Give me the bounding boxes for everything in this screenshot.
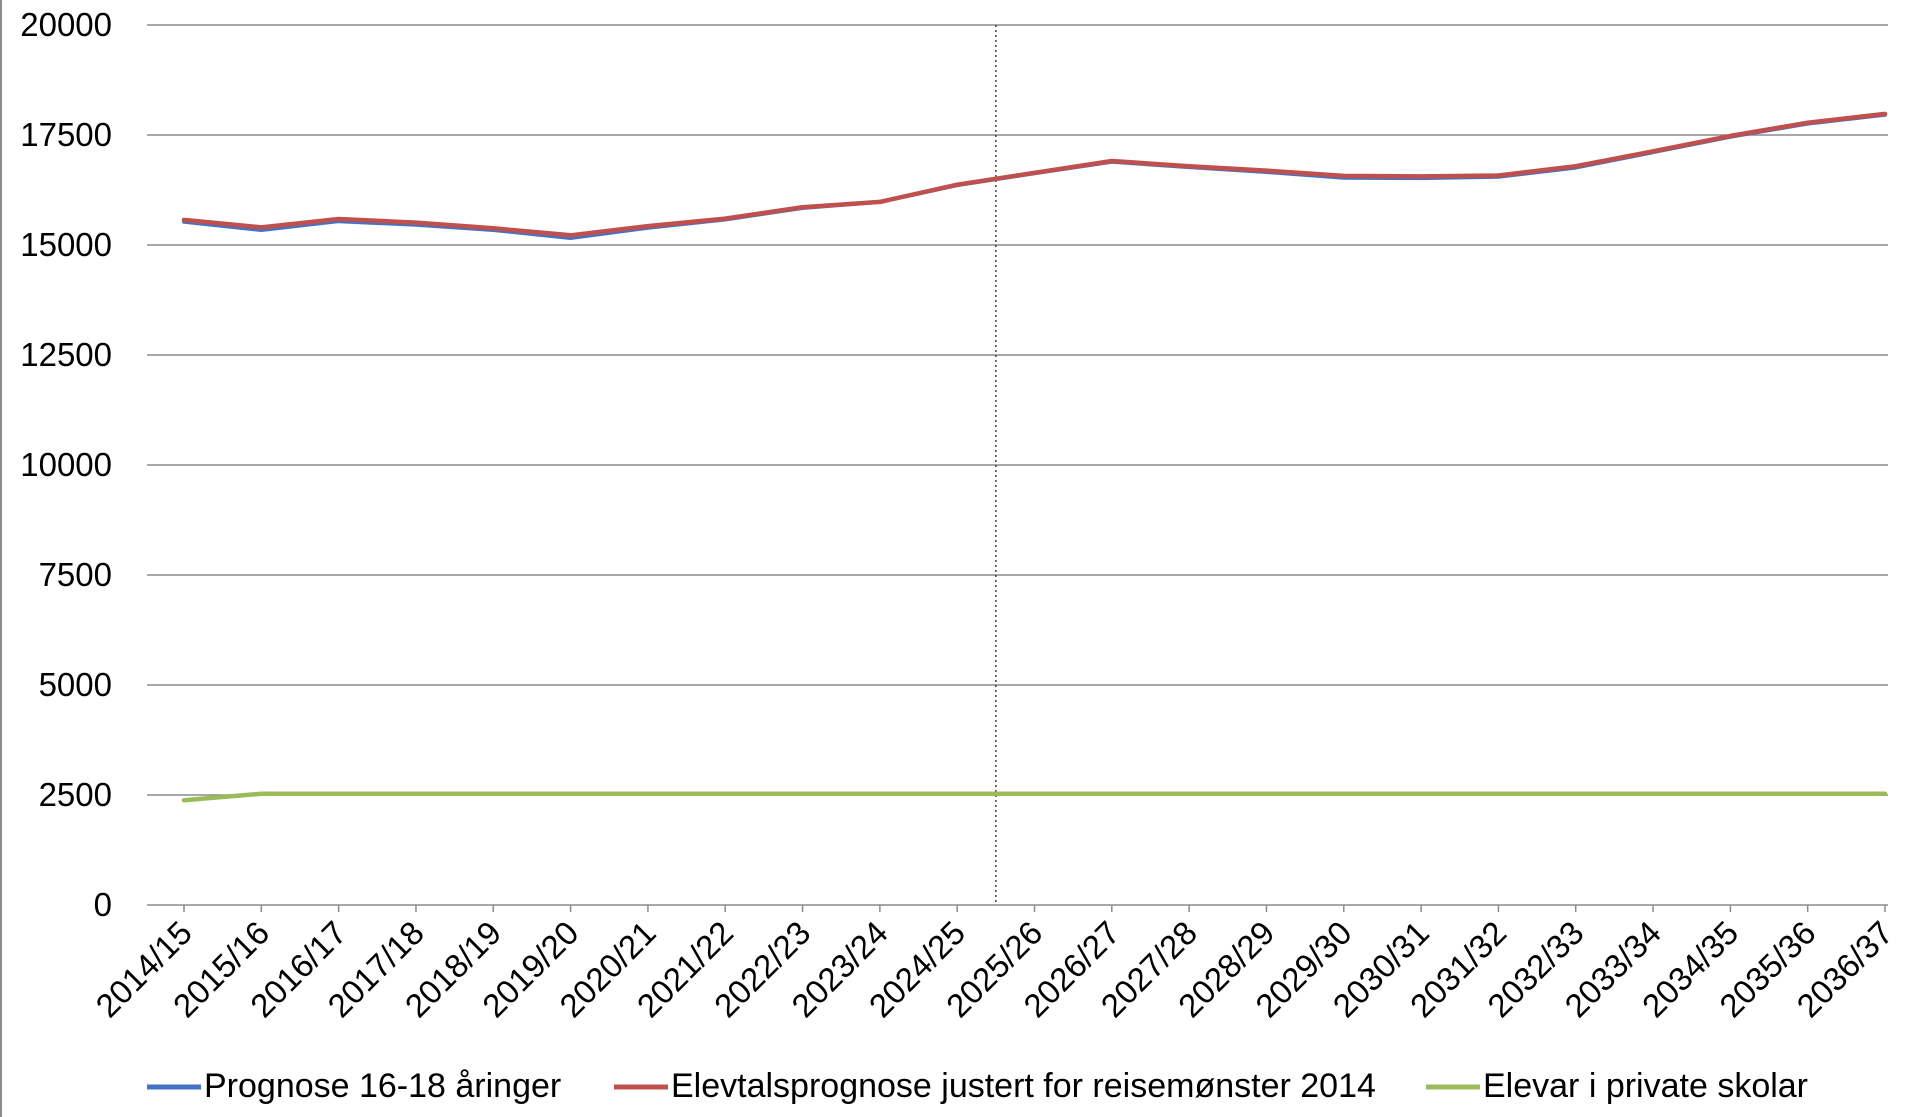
y-tick-label: 5000 — [39, 666, 112, 703]
series-line-3 — [181, 791, 1888, 803]
series-line-1 — [182, 112, 1887, 240]
y-tick-label: 7500 — [39, 556, 112, 593]
y-tick-label: 15000 — [20, 226, 112, 263]
legend-label: Elevtalsprognose justert for reisemønste… — [671, 1067, 1376, 1105]
y-tick-label: 0 — [94, 886, 112, 923]
y-tick-label: 10000 — [20, 446, 112, 483]
legend-label: Prognose 16-18 åringer — [204, 1067, 561, 1105]
series-line-2 — [181, 111, 1888, 238]
y-tick-label: 12500 — [20, 336, 112, 373]
legend-label: Elevar i private skolar — [1483, 1067, 1808, 1105]
y-tick-label: 2500 — [39, 776, 112, 813]
y-tick-label: 17500 — [20, 116, 112, 153]
y-tick-label: 20000 — [20, 6, 112, 43]
